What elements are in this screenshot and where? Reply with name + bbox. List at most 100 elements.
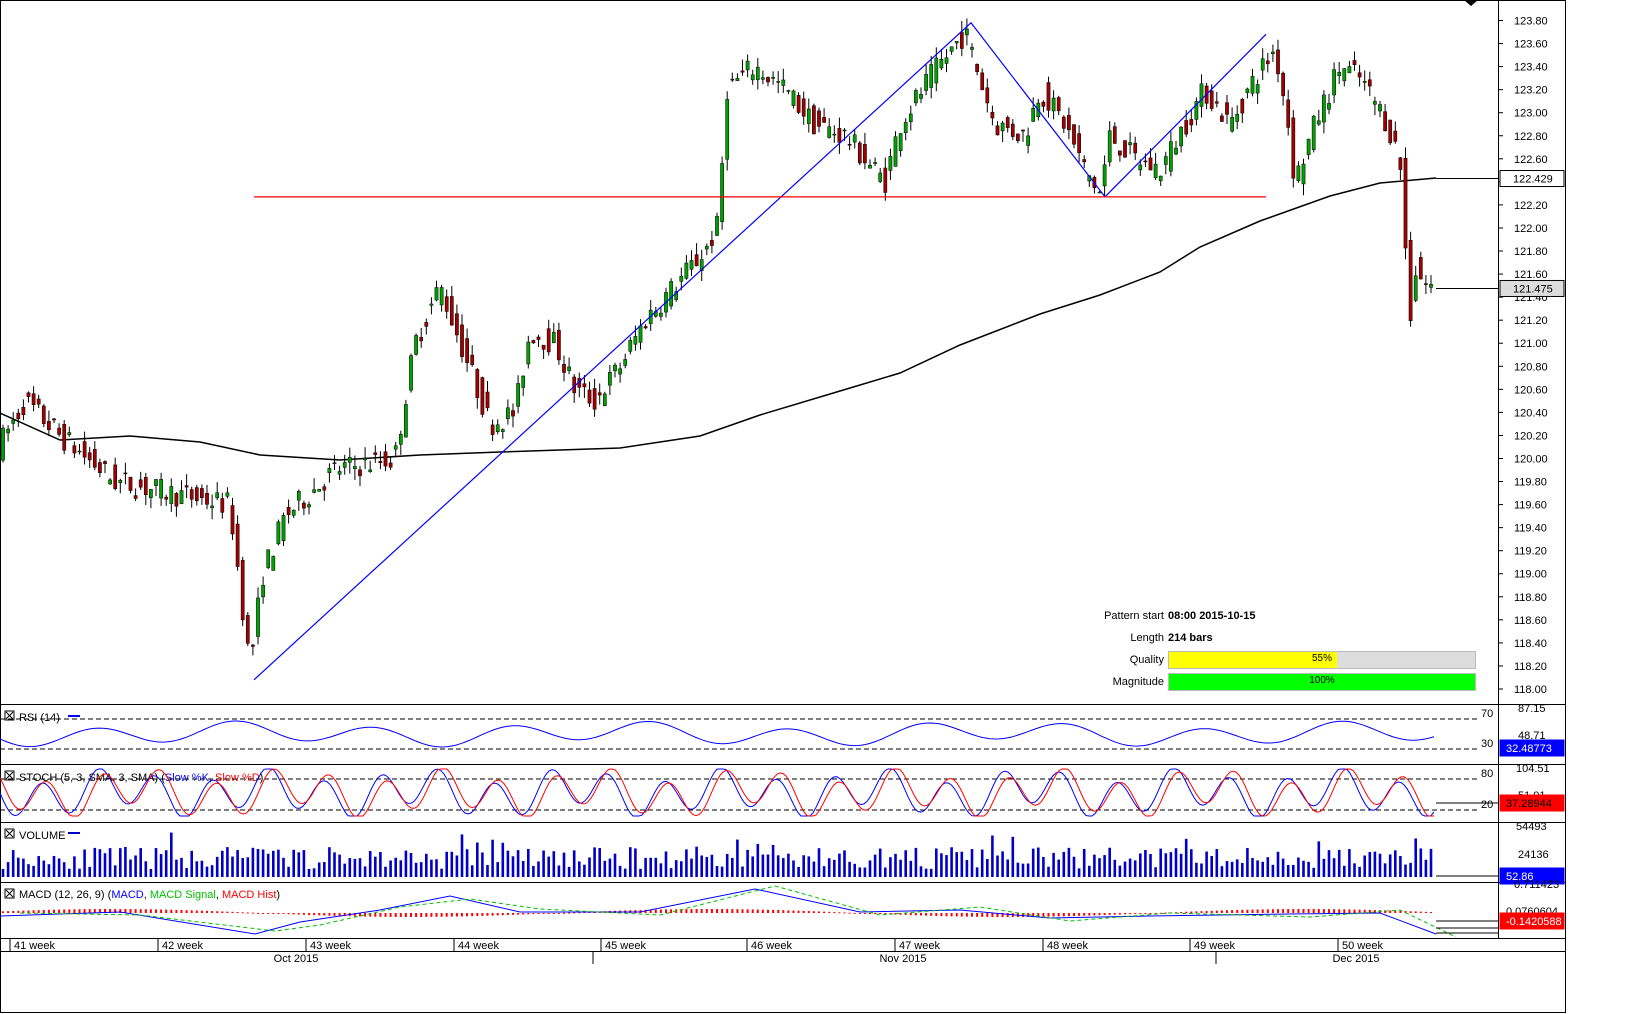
macd-hist-bar	[807, 911, 810, 913]
macd-hist-bar	[262, 913, 265, 914]
candle-body	[1373, 101, 1377, 105]
macd-hist-bar	[353, 913, 356, 917]
candle-body	[914, 90, 918, 104]
panel-close-icon	[5, 711, 14, 720]
rsi-level-30: 30	[1481, 738, 1493, 750]
candle-body	[1107, 130, 1112, 163]
volume-bar	[532, 865, 535, 877]
candle-body	[1260, 58, 1265, 71]
corner-arrow-icon[interactable]	[1464, 0, 1478, 6]
candle-body	[995, 125, 1000, 136]
outer-frame	[0, 0, 1566, 1013]
macd-hist-bar	[843, 912, 846, 914]
macd-hist-bar	[945, 913, 948, 917]
macd-hist-bar	[823, 911, 826, 913]
candle-body	[888, 156, 893, 171]
macd-hist-bar	[1343, 909, 1346, 913]
macd-hist-bar	[1368, 909, 1371, 913]
macd-hist-bar	[557, 913, 560, 914]
volume-bar	[1184, 838, 1188, 877]
macd-hist-bar	[853, 912, 856, 914]
macd-hist-bar	[1154, 913, 1157, 914]
candle-body	[796, 95, 801, 113]
moving-average-polyline	[0, 177, 1437, 461]
candle-body	[444, 296, 449, 312]
candle-body	[903, 122, 908, 134]
volume-bar	[975, 867, 979, 877]
candle-body	[1209, 90, 1214, 109]
candle-body	[954, 41, 959, 44]
candle-body	[1347, 66, 1352, 74]
volume-bar	[6, 862, 10, 877]
candle-body	[847, 143, 852, 146]
macd-hist-bar	[1292, 909, 1295, 913]
candle-body	[1337, 72, 1342, 76]
volume-bar	[108, 848, 112, 877]
candle-body	[1056, 97, 1061, 112]
volume-bar	[236, 850, 239, 877]
candle-body	[1220, 115, 1224, 122]
candle-body	[271, 556, 276, 571]
volume-bar	[460, 834, 464, 877]
macd-hist-bar	[741, 909, 744, 913]
candle-body	[332, 462, 337, 464]
volume-bar	[1077, 868, 1081, 877]
candle-body	[1016, 133, 1020, 142]
macd-hist-bar	[818, 911, 820, 913]
volume-bar	[78, 868, 81, 877]
volume-bar	[73, 856, 76, 877]
macd-hist-bar	[195, 910, 198, 913]
macd-hist-bar	[1287, 909, 1290, 913]
volume-bar	[486, 864, 489, 877]
macd-hist-bar	[761, 909, 764, 913]
candle-body	[1301, 163, 1306, 185]
price-tick-label: 119.40	[1514, 523, 1547, 535]
macd-hist-bar	[1394, 910, 1397, 913]
volume-bar	[1062, 851, 1066, 877]
macd-hist-bar	[302, 913, 305, 915]
volume-bar	[1246, 847, 1249, 877]
macd-hist-bar	[1098, 913, 1101, 916]
candle-body	[113, 464, 118, 489]
candle-body	[766, 77, 770, 83]
candle-body	[500, 429, 505, 432]
volume-bar	[11, 850, 15, 877]
macd-hist-bar	[47, 909, 50, 913]
macd-hist-bar	[1348, 909, 1351, 913]
volume-bar	[639, 868, 642, 877]
candle-body	[516, 383, 520, 407]
candle-body	[1061, 116, 1066, 129]
macd-hist-bar	[1001, 913, 1004, 917]
candle-body	[358, 469, 362, 477]
candle-body	[439, 287, 444, 306]
candle-body	[475, 369, 480, 399]
volume-bar	[1383, 863, 1387, 877]
panel-close-icon	[5, 829, 14, 838]
macd-hist-bar	[1067, 913, 1070, 917]
volume-bar	[1327, 850, 1331, 877]
macd-hist-bar	[833, 912, 836, 914]
macd-hist-bar	[1424, 911, 1427, 913]
macd-hist-bar	[736, 909, 739, 913]
volume-bar	[93, 847, 97, 877]
volume-bar	[103, 853, 107, 877]
candle-body	[1265, 60, 1270, 65]
candle-body	[1357, 72, 1362, 78]
volume-bar	[389, 860, 392, 877]
rsi-value-tag	[1499, 739, 1565, 757]
candle-body	[597, 392, 602, 396]
macd-hist-bar	[685, 909, 688, 913]
macd-hist-bar	[287, 913, 290, 915]
macd-hist-bar	[527, 913, 530, 915]
macd-hist-bar	[185, 910, 188, 913]
macd-hist-bar	[277, 913, 280, 914]
macd-hist-bar	[83, 909, 86, 913]
candle-body	[643, 326, 648, 329]
macd-hist-bar	[874, 913, 877, 914]
macd-hist-bar	[792, 910, 795, 913]
volume-bar	[843, 850, 846, 877]
volume-bar	[1358, 866, 1361, 877]
candle-body	[92, 449, 97, 468]
macd-hist-bar	[1088, 913, 1091, 916]
volume-bar	[664, 851, 668, 877]
